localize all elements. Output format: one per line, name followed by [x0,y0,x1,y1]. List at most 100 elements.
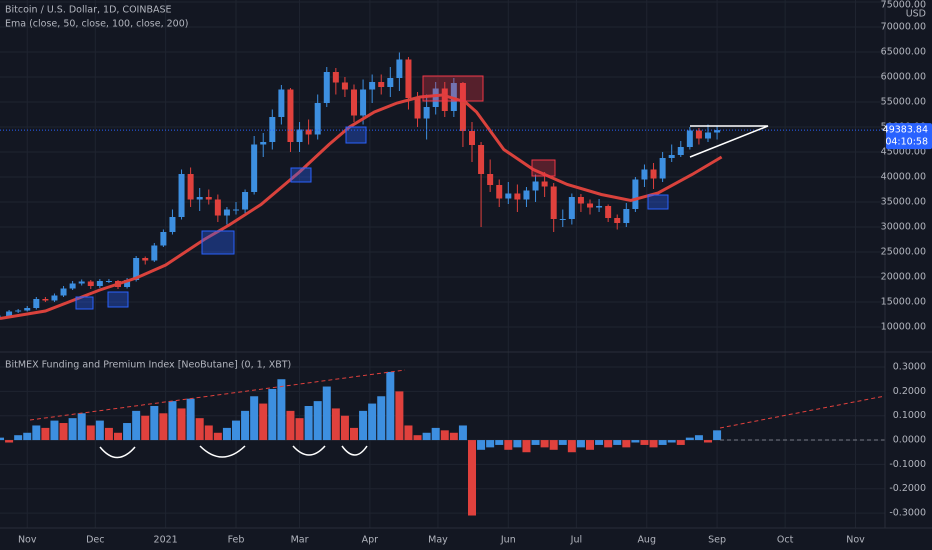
candle-body [178,174,185,217]
histogram-bar [685,437,694,441]
last-price-label: 49383.84 [883,125,928,136]
candle-body [332,72,339,83]
histogram-bar [150,405,159,441]
histogram-bar [558,440,567,445]
candle-body [251,144,258,192]
candle-body [151,245,158,261]
candle-body [714,130,721,133]
candle-body [532,181,539,191]
candle-body [387,78,394,87]
x-tick-label: Dec [86,535,104,546]
histogram-bar [667,440,676,443]
histogram-bar [32,425,41,441]
marks [0,52,885,516]
histogram-bar [59,423,68,441]
histogram-bar [123,423,132,441]
histogram-bar [449,432,458,441]
histogram-bar [694,435,703,441]
candle-body [523,190,530,200]
histogram-bar [141,415,150,441]
histogram-bar [195,418,204,441]
x-tick-label: Feb [228,535,245,546]
histogram-bar [522,440,531,453]
box [107,291,129,308]
y-tick-label: 60000.00 [881,72,926,83]
histogram-bar [68,418,77,441]
histogram-bar [340,415,349,441]
countdown-label: 04:10:58 [885,137,928,148]
histogram-bar [531,440,540,445]
x-tick-label: Oct [777,535,794,546]
candle-body [668,155,675,158]
y-tick-label: 0.3000 [893,362,926,373]
candle-body [15,310,22,312]
histogram-bar [458,425,467,441]
histogram-bar [132,410,141,441]
candle-body [87,281,94,286]
histogram-bar [540,440,549,448]
arc [292,445,326,456]
histogram-bar [0,437,4,441]
candle-body [142,258,149,261]
box [422,75,484,102]
candle-body [287,89,294,142]
histogram-bar [168,401,177,441]
histogram-bar [241,410,250,441]
y-tick-label: 30000.00 [881,222,926,233]
candle-body [260,142,267,145]
x-tick-label: Nov [18,535,37,546]
histogram-bar [422,432,431,441]
y-tick-label: 0.1000 [893,410,926,421]
histogram-bar [295,418,304,441]
candle-body [659,158,666,179]
candle-body [487,174,494,185]
histogram-bar [304,405,313,441]
histogram-bar [277,379,286,441]
histogram-bar [595,440,604,445]
candle-body [278,89,285,117]
candle-body [233,209,239,211]
histogram-bar [95,420,104,441]
y-tick-label: 55000.00 [881,97,926,108]
histogram-bar [14,435,23,441]
histogram-bar [622,440,631,448]
candle-body [314,103,321,135]
x-tick-label: Jul [570,535,582,546]
histogram-bar [504,440,513,450]
box [531,159,556,177]
candle-body [51,295,58,301]
candle-body [105,281,112,282]
histogram-bar [186,398,195,441]
histogram-bar [177,408,186,441]
candle-body [541,181,548,187]
x-tick-label: Aug [637,535,656,546]
histogram-bar [640,440,649,445]
y-tick-label: 45000.00 [881,147,926,158]
histogram-bar [586,440,594,450]
candle-body [269,117,276,142]
histogram-bar [286,410,295,441]
histogram-bar [676,440,685,445]
histogram-bar [395,391,404,441]
candle-body [214,199,221,216]
histogram-bar [86,425,95,441]
histogram-bar [468,440,476,516]
candle-body [677,147,684,155]
candle-body [196,197,203,200]
candle-body [514,193,521,200]
candle-body [124,280,131,287]
arc [199,445,246,458]
trend-line [29,369,406,421]
candle-body [686,130,693,147]
x-tick-label: Nov [846,535,865,546]
y-tick-label: -0.1000 [889,459,926,470]
histogram-bar [604,440,613,448]
histogram-bar [104,427,113,441]
histogram-bar [204,425,213,441]
y-tick-label: 0.2000 [893,386,926,397]
histogram-bar [613,440,622,445]
candle-body [568,197,575,219]
histogram-bar [377,396,386,441]
y-tick-label: 70000.00 [881,22,926,33]
